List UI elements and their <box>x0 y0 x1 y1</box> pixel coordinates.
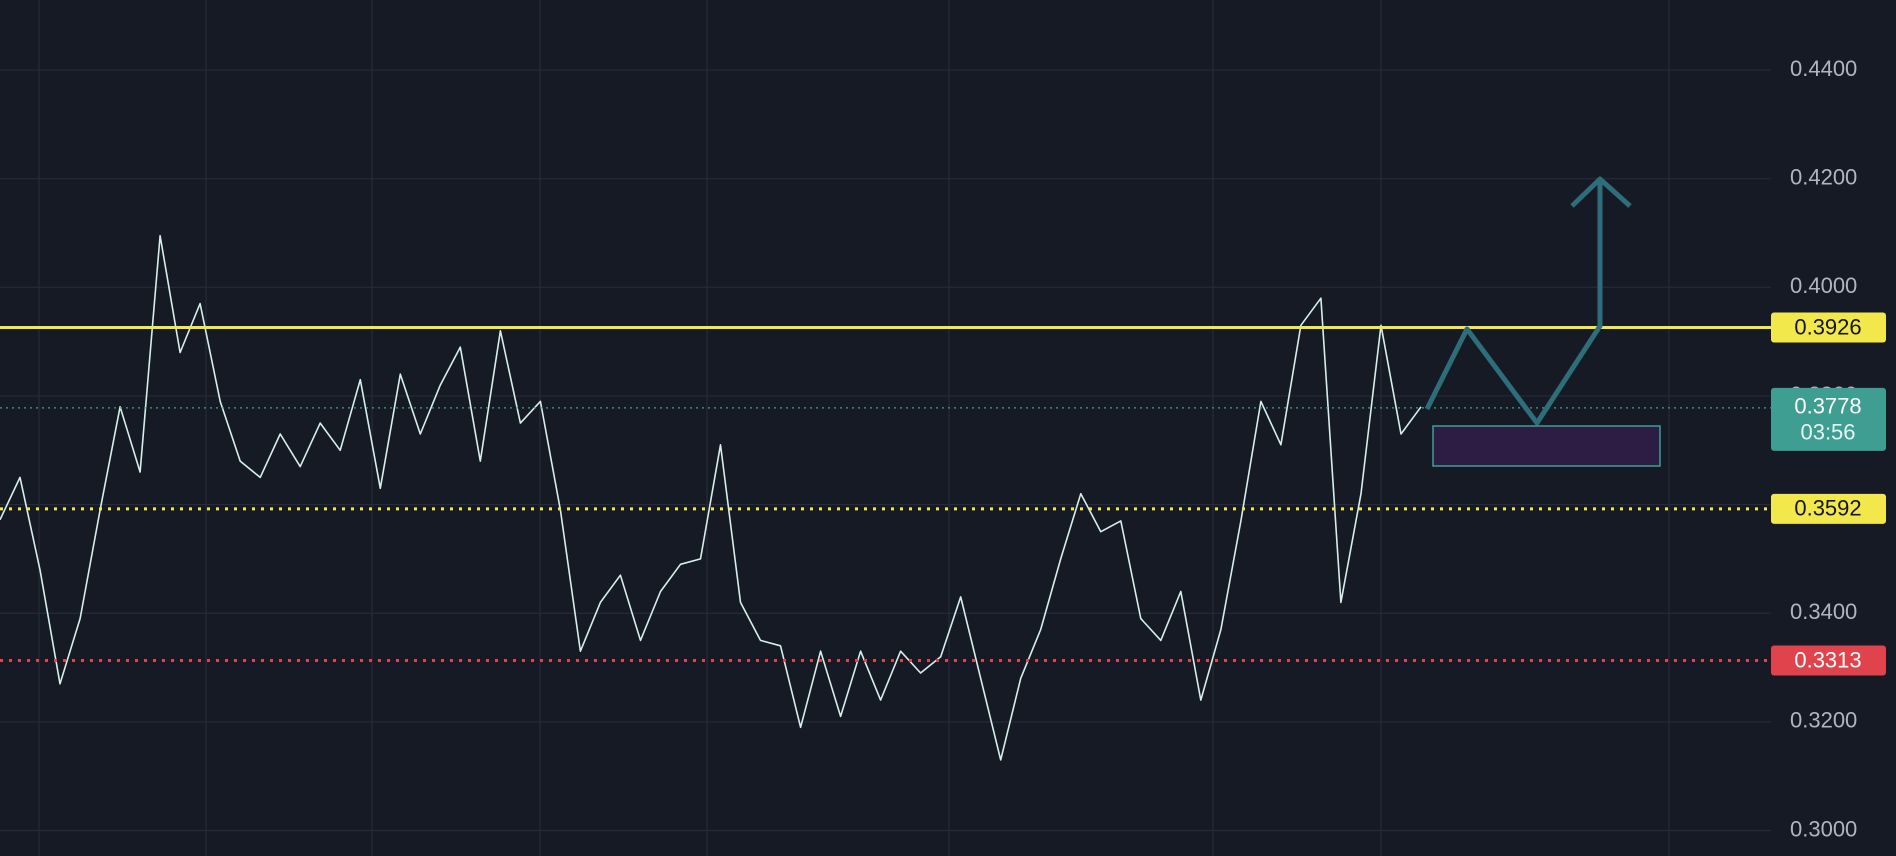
target-box <box>1432 425 1661 467</box>
level-label: 0.3313 <box>1794 647 1861 672</box>
countdown-label: 03:56 <box>1800 420 1855 445</box>
price-line <box>0 234 1422 761</box>
projection-path <box>1424 179 1603 426</box>
price-axis: 0.30000.32000.34000.36000.38000.40000.42… <box>1771 56 1886 841</box>
level-label: 0.3592 <box>1794 496 1861 521</box>
y-tick-label: 0.3000 <box>1790 816 1857 841</box>
y-tick-label: 0.4400 <box>1790 56 1857 81</box>
projection-arrowhead <box>1570 176 1632 208</box>
current-price-box <box>1771 387 1886 451</box>
level-label-box <box>1771 312 1886 343</box>
vertical-grid <box>38 0 1670 856</box>
level-label-box <box>1771 645 1886 676</box>
drawing <box>1424 176 1661 467</box>
y-tick-label: 0.3200 <box>1790 708 1857 733</box>
y-tick-label: 0.4200 <box>1790 165 1857 190</box>
y-tick-label: 0.3400 <box>1790 599 1857 624</box>
horizontal-grid <box>0 69 1771 832</box>
level-label-box <box>1771 493 1886 524</box>
y-tick-label: 0.4000 <box>1790 273 1857 298</box>
plot <box>0 234 1771 761</box>
level-label: 0.3926 <box>1794 314 1861 339</box>
current-price-label: 0.3778 <box>1794 394 1861 419</box>
